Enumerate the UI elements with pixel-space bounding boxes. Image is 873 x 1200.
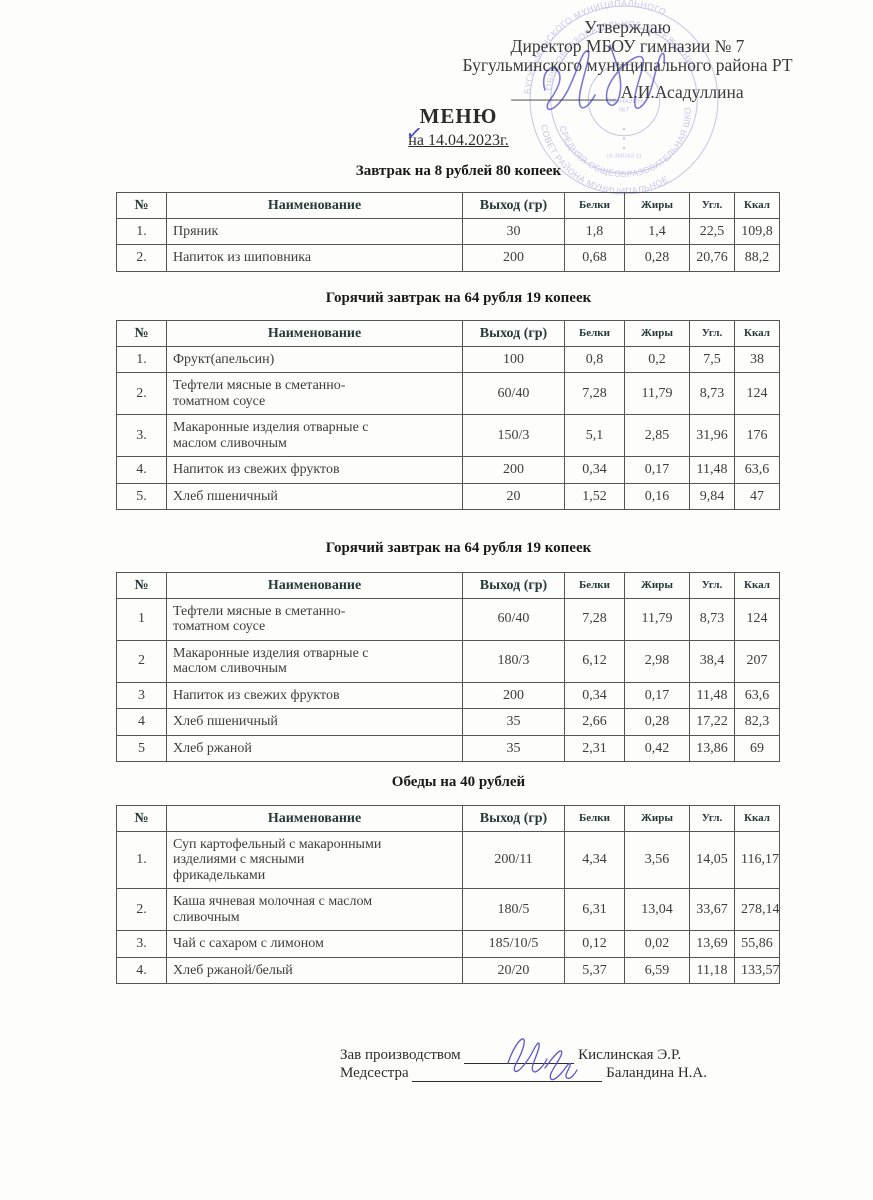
svg-text:16 350163 11: 16 350163 11 bbox=[606, 153, 642, 159]
